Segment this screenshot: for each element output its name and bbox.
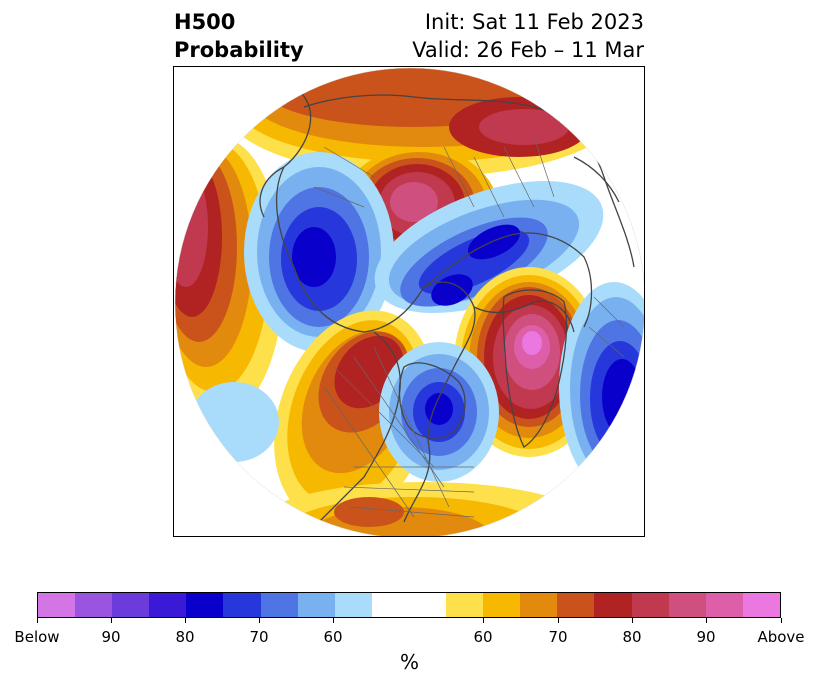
colorbar-segment	[742, 593, 780, 617]
colorbar-tick	[706, 618, 707, 623]
colorbar	[37, 592, 781, 618]
colorbar-tick-label: 70	[548, 628, 568, 646]
borders	[313, 136, 625, 518]
anomaly-below-hudson-bay	[379, 342, 499, 482]
colorbar-segment	[594, 593, 632, 617]
colorbar-tick	[185, 618, 186, 623]
colorbar-tick	[558, 618, 559, 623]
colorbar-tick	[483, 618, 484, 623]
colorbar-segment	[334, 593, 372, 617]
colorbar-tick-label: 60	[323, 628, 343, 646]
colorbar-tick-label: 80	[622, 628, 642, 646]
colorbar-segment	[260, 593, 298, 617]
anomaly-below-siberia	[244, 152, 394, 352]
title-valid-range: Valid: 26 Feb – 11 Mar	[412, 38, 644, 62]
colorbar-segment	[38, 593, 76, 617]
chart-title-right: Init: Sat 11 Feb 2023 Valid: 26 Feb – 11…	[412, 8, 644, 64]
colorbar-tick-label: 90	[696, 628, 716, 646]
colorbar-unit-label: %	[399, 650, 419, 674]
colorbar-segment	[297, 593, 335, 617]
title-variable: H500	[174, 10, 236, 34]
colorbar-tick-label: 70	[249, 628, 269, 646]
colorbar-segment	[186, 593, 224, 617]
colorbar-segment	[520, 593, 558, 617]
title-quantity: Probability	[174, 38, 304, 62]
probability-map	[174, 67, 644, 536]
colorbar-segment	[75, 593, 113, 617]
colorbar-ticks: Below 90 80 70 60 60 70 80 90 Above	[14, 618, 805, 648]
colorbar-segment	[112, 593, 150, 617]
anomaly-above-bottom	[254, 482, 594, 536]
colorbar-tick	[259, 618, 260, 623]
colorbar-segment	[446, 593, 484, 617]
colorbar-tick-label: Below	[14, 628, 60, 646]
colorbar-segment	[668, 593, 706, 617]
colorbar-segment	[557, 593, 595, 617]
colorbar-tick	[781, 618, 782, 623]
title-init-date: Init: Sat 11 Feb 2023	[424, 10, 644, 34]
colorbar-tick-label: Above	[757, 628, 805, 646]
map-panel	[173, 66, 645, 537]
colorbar-segment	[371, 593, 409, 617]
anomaly-below-pacific	[189, 382, 279, 462]
colorbar-segment	[483, 593, 521, 617]
colorbar-tick-label: 80	[175, 628, 195, 646]
colorbar-tick-label: 60	[473, 628, 493, 646]
colorbar-tick	[37, 618, 38, 623]
coastlines	[259, 86, 635, 536]
colorbar-tick	[632, 618, 633, 623]
colorbar-segment	[223, 593, 261, 617]
colorbar-tick-label: 90	[101, 628, 121, 646]
chart-title-left: H500 Probability	[174, 8, 304, 64]
colorbar-tick	[333, 618, 334, 623]
colorbar-segment	[705, 593, 743, 617]
colorbar-segment	[631, 593, 669, 617]
colorbar-segment	[149, 593, 187, 617]
colorbar-segment	[408, 593, 447, 617]
colorbar-tick	[111, 618, 112, 623]
